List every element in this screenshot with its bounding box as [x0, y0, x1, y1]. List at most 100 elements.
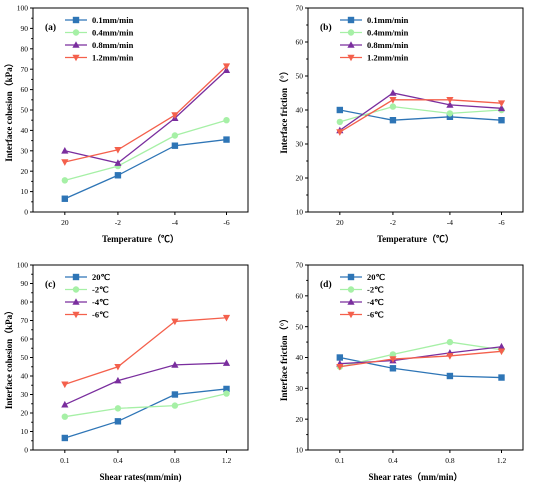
y-tick-label: 40 — [21, 126, 29, 135]
data-point — [389, 97, 397, 104]
data-point — [61, 177, 69, 184]
y-tick-label: 60 — [21, 335, 29, 344]
y-tick-label: 40 — [21, 372, 29, 381]
data-point — [446, 338, 454, 346]
legend-label: -2℃ — [367, 285, 384, 295]
series-line — [339, 92, 502, 131]
x-tick-label: 0.1 — [335, 456, 345, 465]
legend-marker — [347, 311, 355, 319]
series-3 — [336, 97, 506, 136]
y-tick-label: 40 — [296, 106, 304, 115]
data-point — [114, 172, 122, 179]
y-axis-title: Interface cohesion（kPa） — [4, 58, 14, 161]
data-point — [171, 391, 179, 398]
data-point — [61, 413, 69, 420]
data-point — [446, 372, 454, 380]
legend-item: 0.1mm/min — [65, 15, 134, 25]
data-point — [389, 89, 397, 96]
legend-marker — [347, 29, 355, 36]
x-tick-label: 0.8 — [170, 456, 180, 465]
series-1 — [61, 390, 230, 420]
y-tick-label: 70 — [296, 4, 304, 13]
legend-marker — [72, 16, 80, 24]
y-tick-label: 80 — [21, 44, 29, 53]
legend-item: 0.1mm/min — [340, 15, 409, 25]
panel-a: 0 10 20 30 40 50 60 70 80 90 100 20 -2 -4 -6 Temperatur… — [4, 4, 249, 244]
legend-label: 1.2mm/min — [367, 53, 409, 63]
y-tick-label: 100 — [17, 261, 29, 270]
legend-item: -2℃ — [65, 285, 109, 295]
series-3 — [61, 314, 231, 389]
data-point — [114, 376, 122, 384]
legend-item: -4℃ — [65, 297, 109, 307]
legend-label: -6℃ — [367, 310, 384, 320]
series-line — [64, 362, 227, 406]
y-tick-label: 80 — [21, 298, 29, 307]
data-point — [222, 63, 231, 70]
x-tick-label: 20 — [336, 218, 344, 227]
legend-label: 0.1mm/min — [92, 15, 134, 25]
series-line — [339, 105, 502, 123]
y-tick-label: 70 — [21, 316, 29, 325]
x-tick-label: -6 — [223, 218, 229, 227]
data-point — [61, 195, 69, 202]
y-tick-label: 50 — [21, 353, 29, 362]
series-line — [339, 109, 502, 121]
data-point — [497, 348, 506, 356]
x-tick-label: -2 — [115, 218, 121, 227]
legend-item: 0.8mm/min — [340, 40, 409, 50]
x-tick-label: 0.8 — [445, 456, 455, 465]
y-tick-label: 30 — [21, 390, 29, 399]
legend-label: 0.1mm/min — [367, 15, 409, 25]
panel-label: (a) — [45, 22, 56, 33]
data-point — [171, 132, 179, 139]
x-tick-label: 0.4 — [388, 456, 398, 465]
series-3 — [336, 348, 506, 371]
data-point — [389, 117, 397, 124]
legend-marker — [72, 286, 80, 293]
legend-marker — [72, 29, 80, 36]
y-tick-label: 10 — [21, 187, 29, 196]
y-tick-label: 20 — [21, 409, 29, 418]
data-point — [171, 361, 179, 368]
series-0 — [336, 354, 505, 381]
series-3 — [61, 63, 231, 166]
data-point — [114, 159, 122, 166]
legend-marker — [347, 54, 355, 62]
series-line — [64, 392, 227, 418]
x-tick-label: 1.2 — [497, 456, 507, 465]
data-point — [336, 118, 344, 126]
series-1 — [336, 338, 505, 370]
data-point — [389, 365, 397, 372]
data-point — [223, 136, 230, 143]
x-axis-title: Temperature（℃） — [377, 234, 454, 244]
data-point — [389, 103, 397, 110]
series-line — [64, 65, 227, 163]
legend-marker — [72, 311, 80, 319]
y-axis-title: Interface friction（°） — [279, 314, 289, 401]
legend-marker — [72, 41, 80, 48]
y-tick-label: 30 — [296, 384, 304, 393]
data-point — [171, 402, 179, 409]
x-tick-label: -4 — [172, 218, 178, 227]
y-tick-label: 0 — [24, 208, 28, 217]
y-tick-label: 20 — [21, 167, 29, 176]
data-point — [497, 104, 506, 112]
data-point — [336, 106, 344, 114]
legend-marker — [347, 16, 355, 24]
x-axis-title: Shear rates(mm/min) — [99, 472, 181, 482]
legend-label: 1.2mm/min — [92, 53, 134, 63]
data-point — [446, 101, 454, 108]
data-point — [389, 351, 397, 358]
x-tick-label: 0.4 — [113, 456, 123, 465]
series-0 — [61, 385, 230, 442]
y-tick-label: 0 — [24, 446, 28, 455]
series-line — [64, 388, 227, 439]
data-point — [446, 97, 454, 104]
y-tick-label: 50 — [21, 106, 29, 115]
data-point — [171, 318, 179, 326]
legend-label: 0.4mm/min — [367, 28, 409, 38]
y-axis-title: Interface friction（°） — [279, 66, 289, 153]
